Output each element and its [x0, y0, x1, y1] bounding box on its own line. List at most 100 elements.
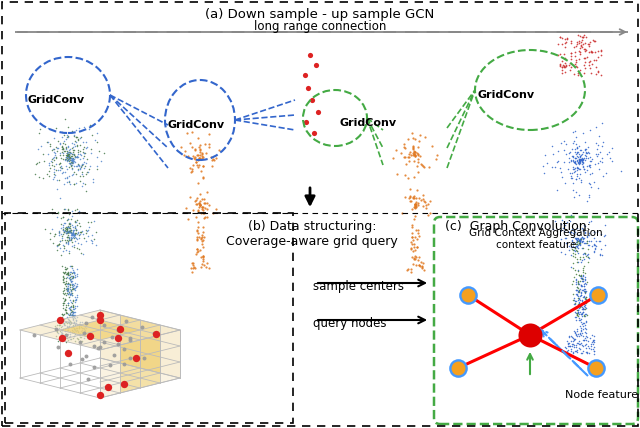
Point [65, 288, 75, 295]
Point [548, 151, 558, 158]
Point [572, 307, 582, 314]
Point [572, 236, 582, 243]
Point [47, 205, 58, 212]
Point [587, 170, 597, 177]
Point [73, 160, 83, 167]
Point [596, 71, 606, 78]
Point [49, 153, 59, 160]
Point [63, 152, 73, 159]
Point [571, 287, 581, 294]
Point [67, 157, 77, 163]
Point [586, 341, 596, 348]
Point [74, 330, 84, 336]
Point [70, 285, 81, 292]
Point [72, 143, 83, 149]
Point [410, 135, 420, 142]
Point [207, 210, 218, 217]
Point [62, 229, 72, 236]
Point [68, 155, 79, 161]
Point [585, 126, 595, 133]
Point [56, 323, 67, 330]
Point [580, 313, 590, 320]
Point [64, 152, 74, 159]
Point [63, 301, 73, 308]
Point [569, 336, 579, 342]
Point [95, 316, 105, 323]
Point [590, 245, 600, 252]
Point [58, 310, 68, 317]
Point [68, 241, 79, 248]
Point [572, 243, 582, 250]
Point [199, 210, 209, 217]
Point [67, 313, 77, 320]
Point [564, 340, 574, 347]
Point [572, 311, 582, 318]
Point [404, 186, 415, 193]
Point [72, 154, 82, 160]
Point [561, 140, 572, 147]
Point [572, 164, 582, 171]
Point [581, 311, 591, 318]
Point [74, 207, 84, 214]
Point [197, 149, 207, 156]
Point [557, 216, 567, 223]
Point [200, 200, 210, 207]
Point [571, 341, 581, 348]
Point [70, 326, 80, 333]
Point [573, 71, 583, 78]
Point [67, 158, 77, 165]
Point [63, 206, 73, 213]
Point [570, 235, 580, 242]
Point [561, 62, 571, 68]
Point [578, 155, 588, 162]
Point [570, 149, 580, 155]
Point [584, 49, 594, 56]
Point [579, 306, 589, 313]
Point [57, 233, 67, 240]
Point [588, 338, 598, 345]
Point [77, 172, 88, 179]
Polygon shape [120, 335, 160, 393]
Point [556, 226, 566, 233]
Point [421, 202, 431, 208]
Point [573, 277, 583, 284]
Point [149, 330, 159, 336]
Point [572, 311, 582, 318]
Point [67, 128, 77, 135]
Point [558, 224, 568, 231]
Point [575, 330, 586, 337]
Point [582, 349, 593, 356]
Point [68, 229, 78, 236]
Point [64, 220, 74, 227]
Point [70, 134, 81, 140]
Point [67, 234, 77, 241]
Point [64, 210, 74, 217]
Point [79, 123, 90, 130]
Point [573, 287, 584, 294]
Point [561, 344, 572, 351]
Point [573, 285, 583, 291]
Point [586, 217, 596, 224]
Point [62, 150, 72, 157]
Point [559, 138, 569, 145]
Point [59, 322, 69, 329]
Point [417, 263, 428, 270]
Point [71, 179, 81, 186]
Point [59, 181, 69, 187]
Point [58, 278, 68, 285]
Point [570, 253, 580, 260]
Point [564, 342, 575, 349]
Point [580, 152, 591, 158]
Point [564, 218, 575, 225]
Point [574, 238, 584, 245]
Point [67, 140, 77, 146]
Point [403, 154, 413, 160]
Point [61, 229, 71, 236]
Point [575, 146, 586, 153]
Point [61, 143, 71, 150]
Point [67, 311, 77, 318]
Point [568, 165, 578, 172]
Point [63, 239, 74, 246]
Point [73, 149, 83, 156]
Point [72, 154, 83, 161]
